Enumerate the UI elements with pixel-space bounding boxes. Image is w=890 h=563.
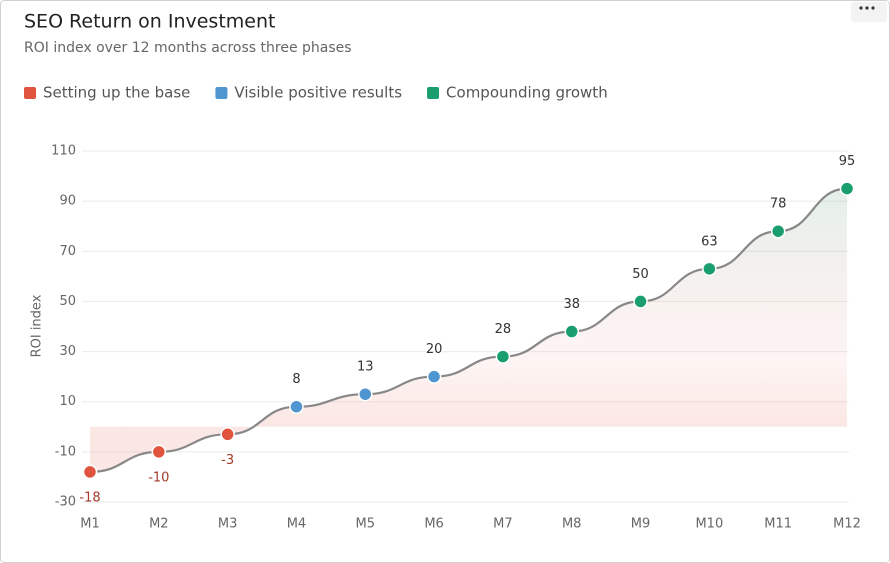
data-label: 38 xyxy=(563,297,580,312)
y-axis-label: ROI index xyxy=(30,294,45,357)
y-tick-label: 10 xyxy=(59,394,76,409)
menu-button[interactable] xyxy=(851,2,887,22)
data-point xyxy=(564,324,579,339)
data-label: 63 xyxy=(701,234,718,249)
x-tick-label: M11 xyxy=(764,517,792,532)
data-point xyxy=(220,427,235,442)
data-point xyxy=(770,223,786,239)
x-tick-label: M10 xyxy=(695,517,723,532)
legend-label: Setting up the base xyxy=(43,84,190,102)
data-point xyxy=(702,261,717,277)
data-label: 13 xyxy=(357,360,374,375)
data-point xyxy=(633,294,648,309)
data-point xyxy=(289,399,304,414)
menu-dot xyxy=(865,6,869,10)
y-tick-label: 90 xyxy=(59,194,76,209)
x-tick-label: M2 xyxy=(149,517,169,532)
chart-subtitle: ROI index over 12 months across three ph… xyxy=(24,40,352,56)
plot-area: -30 -10 10 30 50 70 90 110 M1 M2 M3 M4 M5 M6 M7 M8 M9 M10… xyxy=(51,144,861,532)
legend-swatch xyxy=(427,87,440,99)
legend-swatch xyxy=(24,87,36,99)
y-tick-label: 30 xyxy=(59,344,76,359)
data-label: 78 xyxy=(770,197,787,212)
legend-swatch xyxy=(215,87,228,99)
x-tick-label: M6 xyxy=(424,517,444,532)
data-label: 95 xyxy=(839,154,856,169)
x-tick-label: M5 xyxy=(356,517,376,532)
x-tick-label: M12 xyxy=(833,517,861,532)
x-tick-label: M1 xyxy=(80,517,100,532)
x-tick-label: M7 xyxy=(493,517,513,532)
data-label: -3 xyxy=(221,453,234,468)
legend-label: Visible positive results xyxy=(234,84,402,102)
data-label: 8 xyxy=(292,372,300,387)
legend: Setting up the base Visible positive resu… xyxy=(24,84,608,102)
y-tick-label: -30 xyxy=(55,495,76,510)
y-tick-label: 110 xyxy=(51,144,76,159)
data-label: 28 xyxy=(495,322,512,337)
x-tick-label: M8 xyxy=(562,517,582,532)
data-point xyxy=(358,386,373,402)
y-tick-label: 50 xyxy=(59,294,76,309)
data-point xyxy=(839,181,855,196)
data-point xyxy=(495,349,511,364)
area xyxy=(90,188,847,472)
data-point xyxy=(426,369,442,384)
data-label: 50 xyxy=(632,267,649,282)
menu-dot xyxy=(871,6,875,10)
y-tick-label: 70 xyxy=(59,244,76,259)
data-point xyxy=(151,444,167,460)
x-tick-label: M3 xyxy=(218,517,238,532)
y-tick-label: -10 xyxy=(55,444,76,459)
legend-label: Compounding growth xyxy=(446,84,608,102)
x-tick-label: M4 xyxy=(287,517,307,532)
data-point xyxy=(82,464,98,480)
data-label: -18 xyxy=(79,490,100,505)
data-label: 20 xyxy=(426,342,443,357)
data-label: -10 xyxy=(148,470,169,485)
chart-title: SEO Return on Investment xyxy=(24,11,275,33)
x-tick-label: M9 xyxy=(631,517,651,532)
menu-dot xyxy=(859,6,863,10)
